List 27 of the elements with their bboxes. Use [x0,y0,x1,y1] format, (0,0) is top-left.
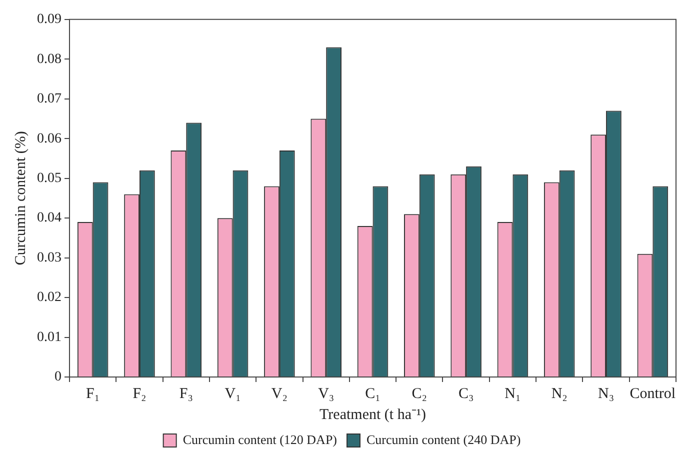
x-tick-label: F₁ [86,386,100,402]
y-axis-title: Curcumin content (%) [12,131,29,266]
x-tick-label: C₂ [412,386,428,402]
x-tick-label: N₂ [551,386,568,402]
x-tick-label: V₁ [224,386,241,402]
y-tick-label: 0.01 [37,330,62,345]
x-tick-label: V₂ [271,386,288,402]
y-tick-label: 0.08 [37,52,62,67]
x-tick-label: Control [630,386,676,402]
y-tick-label: 0.03 [37,250,62,266]
legend-label: Curcumin content (240 DAP) [366,432,521,447]
y-tick-label: 0.07 [37,92,62,107]
y-tick-label: 0.02 [37,290,62,306]
x-tick-label: V₃ [318,386,334,402]
x-tick-label: F₂ [132,386,146,402]
legend-label: Curcumin content (120 DAP) [182,432,337,447]
x-tick-label: F₃ [179,386,193,402]
y-tick-label: 0 [54,370,62,385]
x-tick-label: C₃ [458,386,474,402]
x-tick-label: N₁ [504,386,521,402]
y-tick-label: 0.06 [37,131,62,146]
x-tick-label: C₁ [365,386,380,402]
x-tick-label: N₃ [598,386,614,402]
y-tick-label: 0.04 [37,210,62,226]
y-tick-label: 0.09 [37,12,62,28]
x-axis-title: Treatment (t ha⁻¹) [320,406,426,423]
y-tick-label: 0.05 [37,171,62,186]
